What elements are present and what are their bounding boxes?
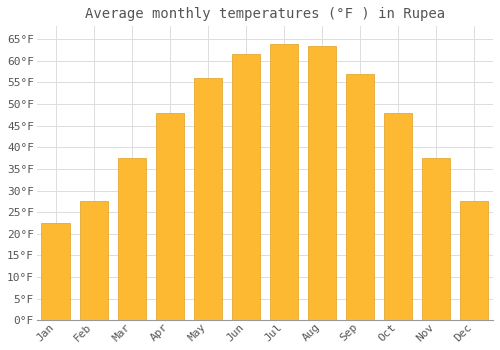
Bar bbox=[384, 113, 412, 320]
Bar bbox=[422, 158, 450, 320]
Bar bbox=[346, 74, 374, 320]
Bar bbox=[232, 54, 260, 320]
Bar bbox=[80, 201, 108, 320]
Bar bbox=[308, 46, 336, 320]
Bar bbox=[270, 43, 298, 320]
Bar bbox=[156, 113, 184, 320]
Title: Average monthly temperatures (°F ) in Rupea: Average monthly temperatures (°F ) in Ru… bbox=[85, 7, 445, 21]
Bar bbox=[118, 158, 146, 320]
Bar bbox=[460, 201, 488, 320]
Bar bbox=[42, 223, 70, 320]
Bar bbox=[194, 78, 222, 320]
